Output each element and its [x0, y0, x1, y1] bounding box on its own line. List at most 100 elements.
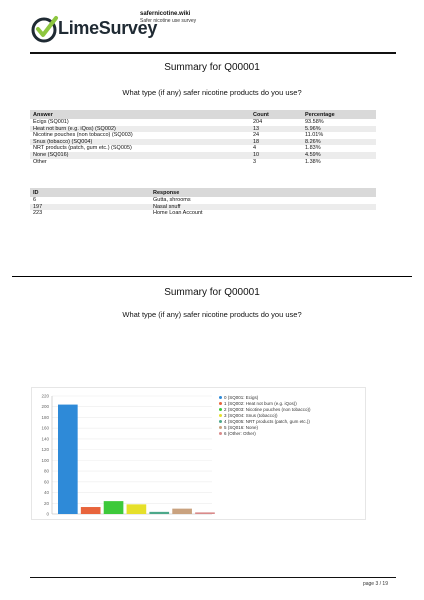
- site-name: safernicotine.wiki: [140, 11, 191, 17]
- response-column-header: Response: [150, 188, 376, 197]
- legend-item: 2 (SQ003: Nicotine pouches (non tobacco)…: [219, 406, 311, 412]
- bar: [195, 512, 215, 514]
- legend-item: 6 (Other: Other): [219, 430, 311, 436]
- legend-item: 4 (SQ005: NRT products (patch, gum etc.)…: [219, 418, 311, 424]
- id-cell: 223: [33, 210, 43, 217]
- responses-table: ID Response 6 Gutta, shrooms 197 Nasal s…: [30, 188, 376, 217]
- table-row: Ecigs (SQ001) 204 93.58%: [30, 119, 376, 126]
- answer-cell: Ecigs (SQ001): [33, 119, 69, 125]
- legend-swatch: [219, 395, 222, 399]
- bar: [58, 404, 78, 514]
- answer-cell: Other: [33, 158, 47, 165]
- id-cell: 6: [33, 197, 37, 203]
- answer-column-header: Answer: [30, 110, 250, 119]
- footer-rule: [30, 577, 396, 578]
- y-tick-label: 140: [41, 436, 49, 441]
- percentage-column-header: Percentage: [302, 110, 376, 119]
- bar: [172, 508, 192, 514]
- summary-question: What type (if any) safer nicotine produc…: [122, 88, 302, 97]
- count-cell: 24: [253, 132, 260, 139]
- table-row: Heat not burn (e.g. iQos) (SQ002) 13 5.9…: [30, 125, 376, 133]
- y-tick-label: 220: [41, 394, 49, 399]
- count-cell: 3: [253, 158, 257, 165]
- legend-label: 6 (Other: Other): [224, 430, 256, 436]
- survey-name: Safer nicotine use survey: [140, 18, 197, 24]
- bar-chart-plot: 0 20 40 60 80 100 120 140 160 180 200 220: [41, 394, 215, 517]
- page-header: LimeSurvey safernicotine.wiki Safer nico…: [30, 8, 396, 54]
- table-row: Other 3 1.38%: [30, 159, 376, 166]
- limesurvey-logo-icon: [31, 16, 58, 43]
- bar: [126, 504, 147, 514]
- legend-label: 2 (SQ003: Nicotine pouches (non tobacco)…: [224, 406, 311, 412]
- legend-label: 4 (SQ005: NRT products (patch, gum etc.)…: [224, 418, 310, 424]
- limesurvey-logo: LimeSurvey: [30, 12, 157, 48]
- response-cell: Nasal snuff: [150, 203, 376, 211]
- percentage-cell: 5.96%: [302, 125, 376, 133]
- legend-swatch: [219, 425, 222, 429]
- results-table: Answer Count Percentage Ecigs (SQ001) 20…: [30, 110, 376, 165]
- summary-title: Summary for Q00001: [164, 287, 260, 298]
- header-rule: [30, 52, 396, 54]
- legend-swatch: [219, 419, 222, 423]
- answer-cell: Nicotine pouches (non tobacco) (SQ003): [33, 132, 133, 139]
- percentage-cell: 1.83%: [305, 145, 321, 152]
- percentage-cell: 11.01%: [305, 132, 324, 139]
- percentage-cell: 93.58%: [305, 119, 324, 125]
- y-tick-label: 20: [44, 501, 50, 506]
- legend-item: 5 (SQ016: None): [219, 424, 311, 430]
- legend-label: 1 (SQ002: Heat not burn (e.g. iQos)): [224, 400, 297, 406]
- id-cell: 197: [30, 203, 150, 211]
- answer-cell: Heat not burn (e.g. iQos) (SQ002): [30, 125, 250, 133]
- y-tick-label: 180: [41, 415, 49, 420]
- percentage-cell: 4.59%: [302, 151, 376, 159]
- section-divider: [12, 276, 412, 277]
- answer-cell: None (SQ016): [30, 151, 250, 159]
- table-row: None (SQ016) 10 4.59%: [30, 151, 376, 159]
- legend-label: 3 (SQ004: Snus (tobacco)): [224, 412, 278, 418]
- y-tick-label: 80: [44, 469, 50, 474]
- results-header-row: Answer Count Percentage: [30, 110, 376, 119]
- table-row: 223 Home Loan Account: [30, 210, 376, 217]
- bar: [80, 507, 101, 514]
- legend-swatch: [219, 401, 222, 405]
- bar-chart: 0 20 40 60 80 100 120 140 160 180 200 220 0 (SQ001:…: [31, 387, 366, 520]
- bar: [149, 511, 170, 514]
- site-block: safernicotine.wiki Safer nicotine use su…: [140, 10, 196, 25]
- count-cell: 18: [250, 138, 302, 146]
- chart-legend: 0 (SQ001: Ecigs) 1 (SQ002: Heat not burn …: [219, 394, 311, 436]
- legend-swatch: [219, 431, 222, 435]
- summary-title: Summary for Q00001: [164, 62, 260, 73]
- responses-header-row: ID Response: [30, 188, 376, 197]
- y-tick-label: 120: [41, 447, 49, 452]
- y-tick-label: 60: [44, 479, 50, 484]
- legend-item: 3 (SQ004: Snus (tobacco)): [219, 412, 311, 418]
- legend-swatch: [219, 413, 222, 417]
- bar: [103, 501, 124, 514]
- y-tick-label: 0: [46, 512, 49, 517]
- count-cell: 204: [253, 119, 263, 125]
- table-row: Nicotine pouches (non tobacco) (SQ003) 2…: [30, 132, 376, 139]
- response-cell: Gutta, shrooms: [153, 197, 191, 203]
- answer-cell: Snus (tobacco) (SQ004): [30, 138, 250, 146]
- count-cell: 13: [250, 125, 302, 133]
- response-cell: Home Loan Account: [153, 210, 203, 217]
- table-row: Snus (tobacco) (SQ004) 18 8.26%: [30, 138, 376, 146]
- table-row: 197 Nasal snuff: [30, 203, 376, 211]
- percentage-cell: 1.38%: [305, 158, 321, 165]
- table-row: 6 Gutta, shrooms: [30, 197, 376, 204]
- table-row: NRT products (patch, gum etc.) (SQ005) 4…: [30, 145, 376, 152]
- count-cell: 10: [250, 151, 302, 159]
- legend-swatch: [219, 407, 222, 411]
- y-tick-label: 100: [41, 458, 49, 463]
- y-tick-label: 200: [41, 404, 49, 409]
- y-tick-label: 160: [41, 426, 49, 431]
- legend-item: 1 (SQ002: Heat not burn (e.g. iQos)): [219, 400, 311, 406]
- id-column-header: ID: [30, 188, 150, 197]
- percentage-cell: 8.26%: [302, 138, 376, 146]
- answer-cell: NRT products (patch, gum etc.) (SQ005): [33, 145, 132, 152]
- legend-label: 0 (SQ001: Ecigs): [224, 394, 259, 400]
- logo-text: LimeSurvey: [58, 18, 158, 38]
- page-number: page 3 / 19: [362, 581, 388, 587]
- legend-label: 5 (SQ016: None): [224, 424, 259, 430]
- summary-question: What type (if any) safer nicotine produc…: [122, 310, 302, 319]
